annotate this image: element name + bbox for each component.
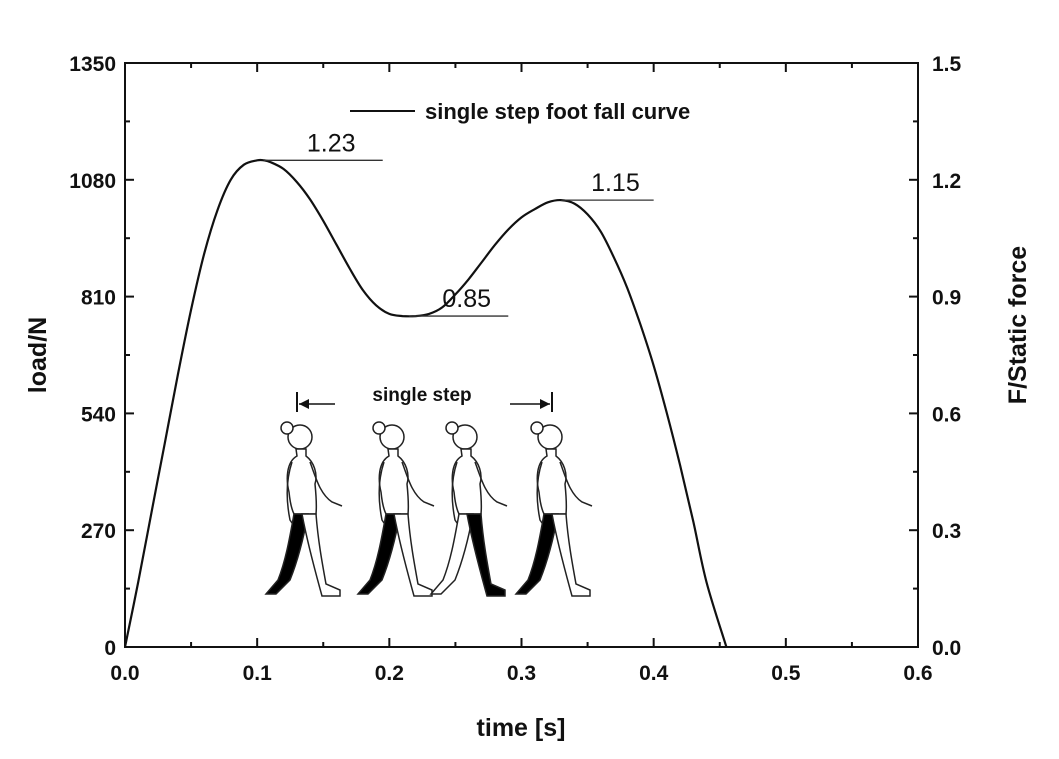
y2-axis-title: F/Static force (1004, 246, 1032, 404)
walking-figure (514, 421, 593, 597)
figure-hair-bun (280, 421, 294, 435)
annotation-label: 0.85 (442, 285, 491, 313)
y-tick-label: 1080 (69, 170, 116, 193)
x-tick-label: 0.4 (639, 662, 669, 685)
y-tick-label: 1350 (69, 53, 116, 76)
figure-hair-bun (372, 421, 386, 435)
x-tick-label: 0.0 (110, 662, 139, 685)
figure-torso (378, 448, 410, 515)
figure-forward-arm (401, 461, 435, 507)
figure-back-arm (378, 461, 387, 527)
figure-forward-leg (301, 513, 341, 597)
peak-annotations: 1.23 0.85 1.15 (263, 129, 654, 317)
figure-forward-arm (309, 461, 343, 507)
y-tick-label: 540 (81, 403, 116, 426)
walking-figure (429, 421, 508, 597)
figure-torso (286, 448, 318, 515)
walking-figure (356, 421, 435, 597)
walking-inset: single step (264, 385, 593, 597)
figure-back-leg (514, 513, 559, 595)
annotation-label: 1.15 (591, 169, 640, 197)
figure-forward-arm (474, 461, 508, 507)
x-tick-label: 0.2 (375, 662, 404, 685)
x-tick-label: 0.5 (771, 662, 801, 685)
x-tick-label: 0.1 (243, 662, 273, 685)
figure-forward-leg (393, 513, 433, 597)
y2-tick-label: 1.2 (932, 170, 961, 193)
step-arrowhead-right (540, 399, 550, 409)
y-axis-right: 0.0 0.3 0.6 0.9 1.2 1.5 (909, 53, 962, 660)
figure-back-arm (286, 461, 295, 527)
figure-back-arm (451, 461, 460, 527)
figure-torso (536, 448, 568, 515)
y2-tick-label: 0.9 (932, 287, 961, 310)
figure-torso (451, 448, 483, 515)
annotation-label: 1.23 (307, 129, 356, 157)
legend-label: single step foot fall curve (425, 99, 690, 124)
x-tick-label: 0.3 (507, 662, 536, 685)
y2-tick-label: 0.0 (932, 637, 961, 660)
walking-figure (264, 421, 343, 597)
step-arrowhead-left (299, 399, 309, 409)
figure-back-leg (264, 513, 309, 595)
y-axis-title: load/N (24, 317, 52, 393)
single-step-label: single step (372, 385, 471, 406)
y-tick-label: 810 (81, 287, 116, 310)
figure-hair-bun (445, 421, 459, 435)
y-tick-label: 270 (81, 520, 116, 543)
x-tick-label: 0.6 (903, 662, 932, 685)
x-axis-title: time [s] (477, 714, 566, 742)
figure-forward-arm (559, 461, 593, 507)
x-axis: 0.0 0.1 0.2 0.3 0.4 0.5 0.6 (110, 63, 933, 685)
y-tick-label: 0 (104, 637, 116, 660)
figure-back-leg (429, 513, 474, 595)
plot-frame (124, 62, 919, 648)
y2-tick-label: 1.5 (932, 53, 962, 76)
y-axis-left: 0 270 540 810 1080 1350 (69, 53, 134, 660)
legend: single step foot fall curve (350, 99, 690, 124)
figure-hair-bun (530, 421, 544, 435)
y2-tick-label: 0.6 (932, 403, 961, 426)
figure-back-arm (536, 461, 545, 527)
figure-forward-leg (551, 513, 591, 597)
y2-tick-label: 0.3 (932, 520, 961, 543)
figure-back-leg (356, 513, 401, 595)
figure-forward-leg (466, 513, 506, 597)
